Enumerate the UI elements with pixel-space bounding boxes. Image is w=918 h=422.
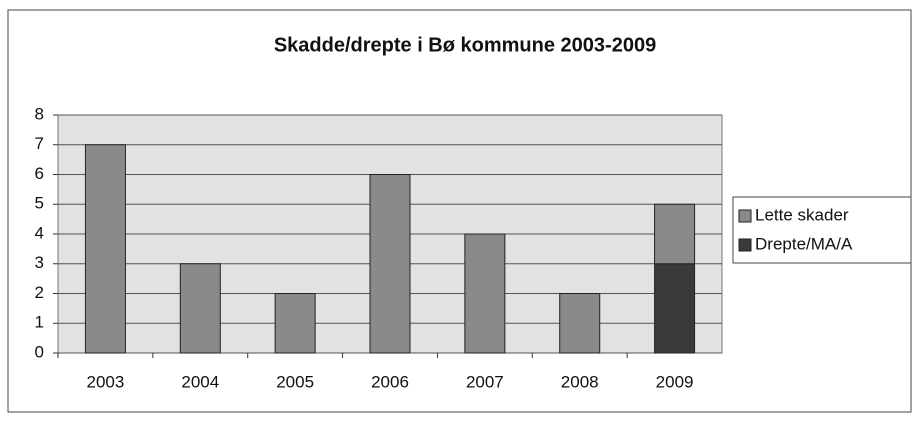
y-tick-label: 8 [35,104,44,123]
chart-title: Skadde/drepte i Bø kommune 2003-2009 [274,34,656,56]
bar [274,293,316,354]
legend-label: Lette skader [755,205,849,224]
bar [84,144,126,354]
legend-box [732,196,912,264]
y-tick-label: 5 [35,194,44,213]
legend-swatch [738,238,752,252]
y-tick-label: 3 [35,253,44,272]
legend-swatch [738,209,752,223]
x-tick-label: 2004 [181,372,219,391]
legend-label: Drepte/MA/A [755,234,853,253]
bar [179,263,221,354]
x-tick-label: 2005 [276,372,314,391]
y-tick-label: 7 [35,134,44,153]
y-tick-label: 4 [35,223,44,242]
x-tick-label: 2007 [466,372,504,391]
y-tick-label: 0 [35,342,44,361]
bar [369,174,411,354]
x-tick-label: 2008 [561,372,599,391]
bar [654,263,696,354]
y-tick-label: 1 [35,313,44,332]
x-tick-label: 2006 [371,372,409,391]
y-tick-label: 2 [35,283,44,302]
y-tick-label: 6 [35,164,44,183]
bar [559,293,601,354]
x-tick-label: 2003 [87,372,125,391]
bar [654,203,696,265]
bar [464,233,506,354]
x-tick-label: 2009 [656,372,694,391]
